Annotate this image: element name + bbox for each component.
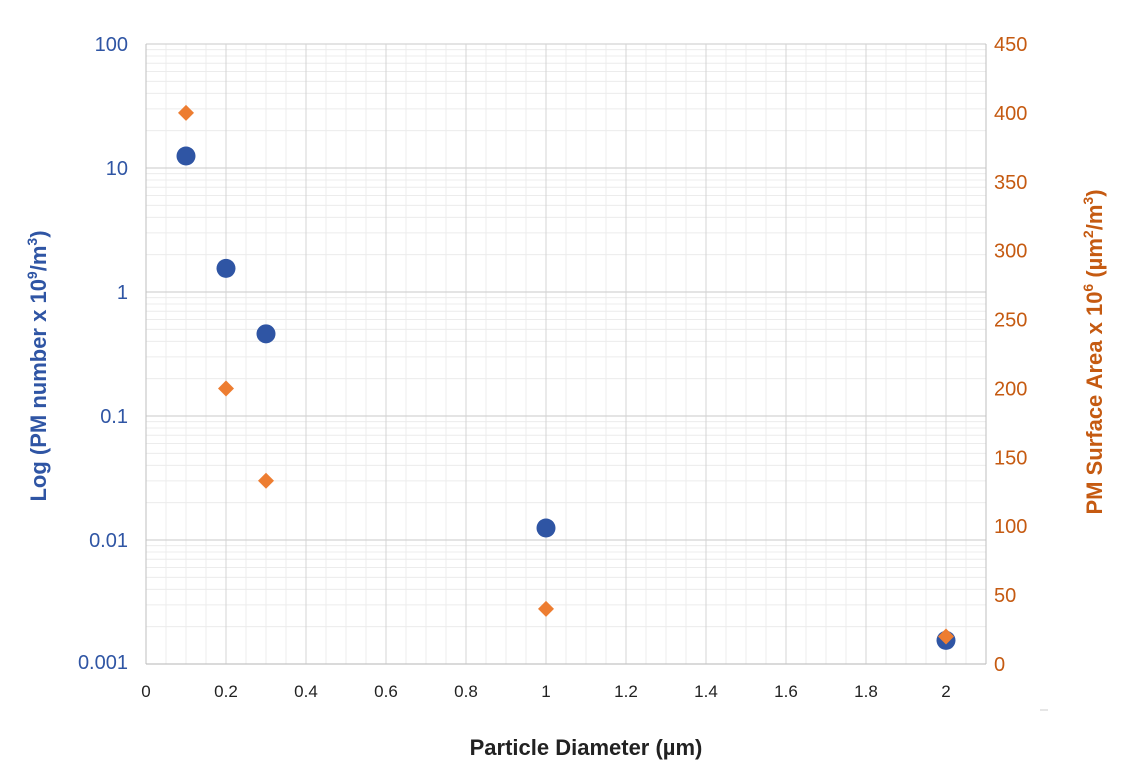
x-tick-label: 0.8 <box>454 682 478 701</box>
y-right-title-part: (µm <box>1082 238 1107 284</box>
pm-number-point <box>536 518 556 538</box>
y-right-tick-label: 50 <box>994 585 1016 607</box>
axes <box>145 44 1048 711</box>
surface-area-point <box>178 104 194 121</box>
y-right-tick-label: 100 <box>994 516 1027 538</box>
y-left-tick-label: 0.01 <box>89 530 128 552</box>
x-tick-label: 0.2 <box>214 682 238 701</box>
x-tick-label: 0 <box>141 682 150 701</box>
x-tick-label: 1.8 <box>854 682 878 701</box>
y-right-title-part: /m <box>1082 205 1107 231</box>
x-tick-label: 1.4 <box>694 682 718 701</box>
x-axis-ticks: 0 0.2 0.4 0.6 0.8 1 1.2 1.4 1.6 1.8 2 <box>141 682 950 701</box>
y-right-tick-label: 400 <box>994 103 1027 125</box>
y-right-tick-label: 200 <box>994 378 1027 400</box>
y-right-title-part: ) <box>1082 189 1107 196</box>
x-tick-label: 2 <box>941 682 950 701</box>
y-left-title-part: ) <box>26 230 51 237</box>
surface-area-point <box>938 628 954 645</box>
y-right-title-part: PM Surface Area x 10 <box>1082 292 1107 515</box>
pm-number-point <box>256 324 276 344</box>
y-left-axis-title: Log (PM number x 109/m3) <box>24 230 51 501</box>
x-tick-label: 1 <box>541 682 550 701</box>
y-right-tick-label: 150 <box>994 447 1027 469</box>
data-points <box>176 104 956 650</box>
y-left-title-part: /m <box>26 246 51 272</box>
pm-number-point <box>176 146 196 166</box>
x-axis-title: Particle Diameter (µm) <box>470 735 703 760</box>
y-left-title-part: Log (PM number x 10 <box>26 279 51 501</box>
y-right-tick-label: 450 <box>994 34 1027 56</box>
pm-number-point <box>216 258 236 278</box>
y-left-tick-label: 0.1 <box>100 406 128 428</box>
y-left-title-sup: 9 <box>24 271 40 279</box>
y-right-tick-label: 350 <box>994 172 1027 194</box>
surface-area-point <box>258 472 274 489</box>
x-tick-label: 0.6 <box>374 682 398 701</box>
x-tick-label: 1.6 <box>774 682 798 701</box>
y-left-tick-label: 0.001 <box>78 652 128 674</box>
y-right-tick-label: 300 <box>994 241 1027 263</box>
surface-area-point <box>218 380 234 397</box>
y-left-tick-label: 10 <box>106 158 128 180</box>
grid <box>145 43 987 665</box>
y-left-tick-label: 1 <box>117 282 128 304</box>
y-right-axis-title: PM Surface Area x 106 (µm2/m3) <box>1080 189 1107 514</box>
surface-area-point <box>538 600 554 617</box>
y-right-tick-label: 250 <box>994 310 1027 332</box>
y-left-tick-label: 100 <box>95 34 128 56</box>
left-axis-ticks: 0.001 0.01 0.1 1 10 100 <box>78 34 128 674</box>
y-right-title-sup: 3 <box>1080 197 1096 205</box>
y-left-title-sup: 3 <box>24 238 40 246</box>
right-axis-ticks: 0 50 100 150 200 250 300 350 400 450 <box>994 34 1027 676</box>
x-tick-label: 1.2 <box>614 682 638 701</box>
y-right-tick-label: 0 <box>994 654 1005 676</box>
x-tick-label: 0.4 <box>294 682 318 701</box>
y-right-title-sup: 6 <box>1080 284 1096 292</box>
y-right-title-sup: 2 <box>1080 230 1096 238</box>
